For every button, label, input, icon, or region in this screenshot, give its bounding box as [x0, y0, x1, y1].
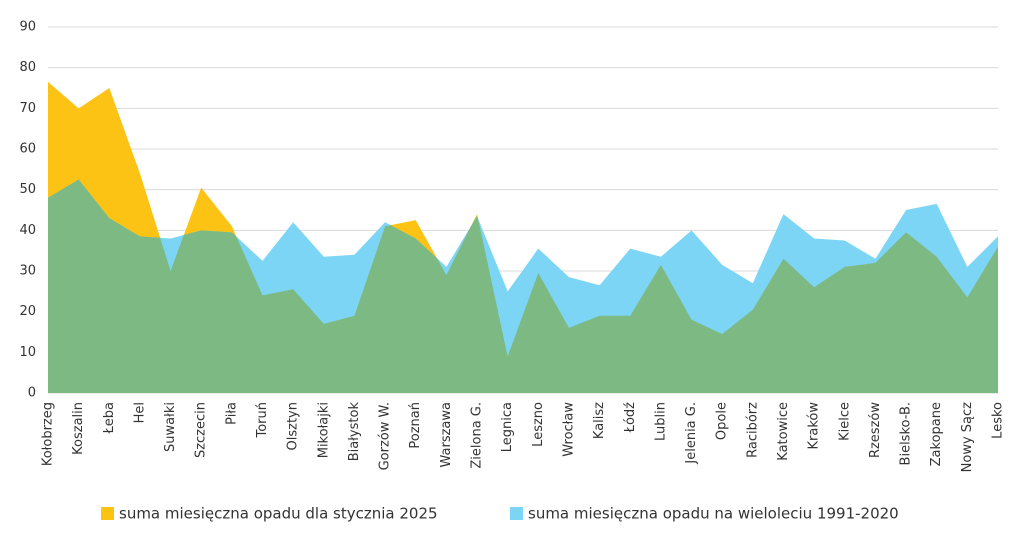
x-tick-label: Legnica: [500, 402, 515, 452]
x-tick-label: Piła: [224, 402, 239, 425]
x-tick-label: Bielsko-B.: [899, 402, 914, 465]
x-tick-label: Olsztyn: [286, 402, 301, 450]
x-tick-label: Opole: [715, 402, 730, 440]
x-tick-label: Lublin: [653, 402, 668, 441]
x-tick-label: Łódź: [623, 402, 638, 434]
x-tick-label: Rzeszów: [868, 402, 883, 458]
x-tick-label: Nowy Sącz: [960, 402, 975, 473]
x-tick-label: Kielce: [837, 402, 852, 441]
x-tick-label: Katowice: [776, 402, 791, 461]
y-tick-label: 0: [28, 386, 36, 401]
x-tick-label: Leszno: [531, 402, 546, 447]
x-tick-label: Koszalin: [71, 402, 86, 455]
x-tick-label: Lesko: [991, 402, 1006, 439]
y-tick-label: 50: [19, 182, 36, 197]
y-tick-label: 80: [19, 60, 36, 75]
x-tick-label: Toruń: [255, 402, 270, 439]
legend-label: suma miesięczna opadu na wieloleciu 1991…: [528, 505, 899, 523]
legend-label: suma miesięczna opadu dla stycznia 2025: [119, 505, 438, 523]
x-tick-label: Zielona G.: [470, 402, 485, 469]
y-tick-label: 10: [19, 345, 36, 360]
y-tick-label: 30: [19, 264, 36, 279]
x-tick-label: Kraków: [807, 402, 822, 450]
x-tick-label: Kołobrzeg: [41, 402, 56, 466]
x-tick-label: Poznań: [408, 402, 423, 449]
x-tick-label: Zakopane: [929, 402, 944, 466]
x-tick-label: Suwałki: [163, 402, 178, 452]
y-tick-label: 20: [19, 304, 36, 319]
x-tick-label: Racibórz: [745, 402, 760, 458]
y-tick-label: 60: [19, 142, 36, 157]
x-tick-label: Jelenia G.: [684, 402, 699, 465]
x-tick-label: Kalisz: [592, 402, 607, 439]
legend-swatch: [101, 507, 114, 520]
x-tick-label: Hel: [132, 402, 147, 423]
y-tick-label: 70: [19, 101, 36, 116]
x-tick-label: Łeba: [102, 402, 117, 435]
y-tick-label: 90: [19, 20, 36, 35]
x-tick-label: Warszawa: [439, 402, 454, 468]
y-tick-label: 40: [19, 223, 36, 238]
x-tick-label: Szczecin: [194, 402, 209, 458]
x-tick-label: Mikołajki: [316, 402, 331, 458]
x-tick-label: Białystok: [347, 402, 362, 462]
x-tick-label: Wrocław: [561, 402, 576, 457]
legend-swatch: [510, 507, 523, 520]
x-tick-label: Gorzów W.: [378, 402, 393, 470]
